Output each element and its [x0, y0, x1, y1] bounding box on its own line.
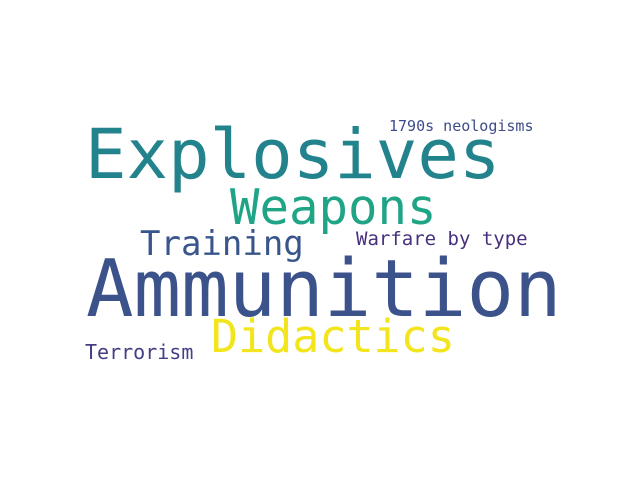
- word-weapons: Weapons: [230, 179, 437, 236]
- word-1790s-neologisms: 1790s neologisms: [389, 117, 534, 135]
- word-terrorism: Terrorism: [85, 340, 194, 364]
- word-explosives: Explosives: [85, 115, 501, 195]
- word-warfare-by-type: Warfare by type: [356, 228, 528, 250]
- word-ammunition: Ammunition: [86, 243, 562, 335]
- word-training: Training: [140, 224, 304, 264]
- word-didactics: Didactics: [211, 310, 455, 363]
